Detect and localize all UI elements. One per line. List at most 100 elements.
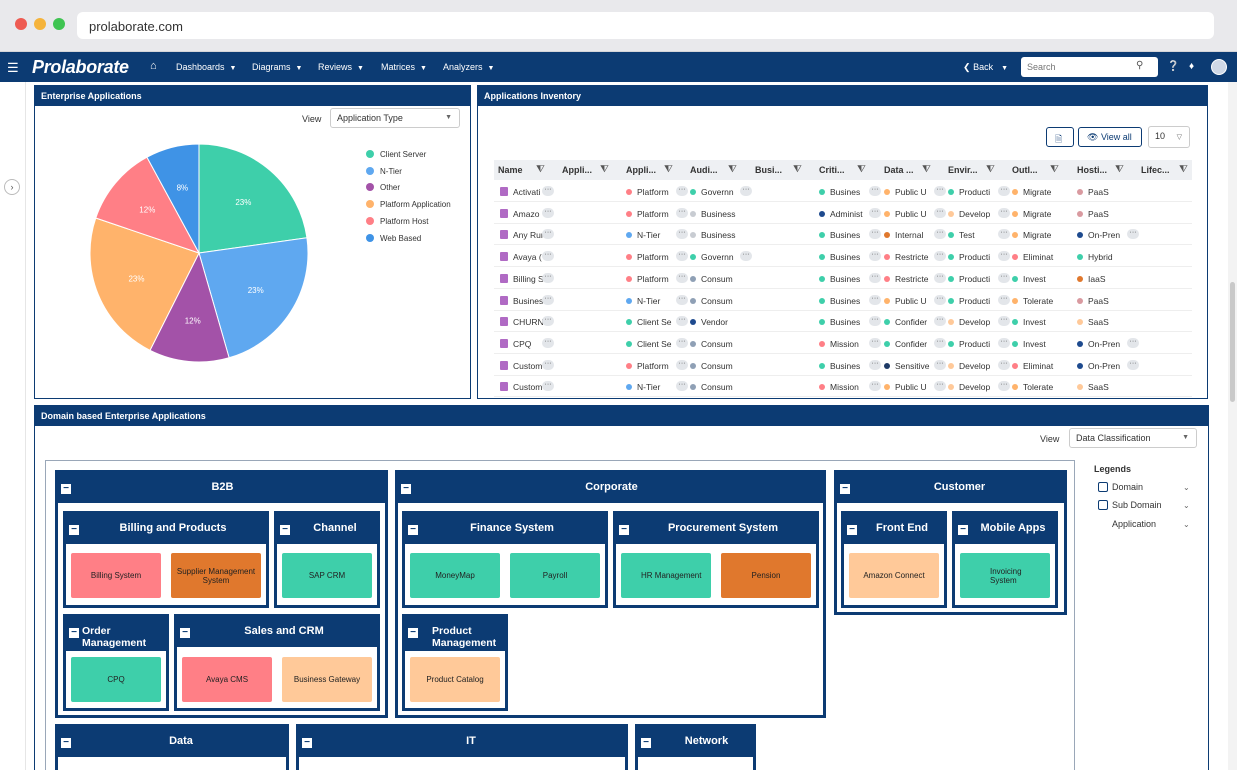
collapse-icon[interactable]: − xyxy=(958,525,968,535)
app-name-cell[interactable]: Busines xyxy=(500,295,544,306)
more-icon[interactable]: ··· xyxy=(676,186,688,196)
filter-icon[interactable]: ⧨ xyxy=(857,164,866,175)
more-icon[interactable]: ··· xyxy=(869,381,881,392)
column-header[interactable]: Appli... xyxy=(626,165,656,175)
more-icon[interactable]: ··· xyxy=(542,207,554,218)
table-row[interactable]: Activati ··· Platform ··· Governn ··· Busines ·… xyxy=(494,181,1192,202)
more-icon[interactable]: ··· xyxy=(542,294,554,305)
filter-icon[interactable]: ⧨ xyxy=(922,164,931,175)
filter-icon[interactable]: ⧨ xyxy=(728,164,737,175)
more-icon[interactable]: ··· xyxy=(998,337,1010,348)
collapse-icon[interactable]: − xyxy=(69,628,79,638)
app-logo[interactable]: Prolaborate xyxy=(32,57,129,77)
legend-item[interactable]: Other xyxy=(366,183,400,192)
legend-item[interactable]: Platform Application xyxy=(366,200,451,209)
collapse-icon[interactable]: − xyxy=(840,484,850,494)
more-icon[interactable]: ··· xyxy=(542,316,554,327)
avatar[interactable] xyxy=(1211,59,1227,75)
filter-icon[interactable]: ⧨ xyxy=(1115,164,1124,175)
search-input[interactable] xyxy=(1021,57,1158,77)
more-icon[interactable]: ··· xyxy=(676,316,688,327)
hamburger-menu-icon[interactable]: ☰ xyxy=(7,60,19,75)
page-scrollbar[interactable] xyxy=(1228,82,1237,770)
minimize-window-dot[interactable] xyxy=(34,18,46,30)
more-icon[interactable]: ··· xyxy=(934,337,946,348)
legend-item[interactable]: N-Tier xyxy=(366,166,402,176)
chevron-down-icon[interactable]: ⌄ xyxy=(1183,501,1190,510)
filter-icon[interactable]: ⧨ xyxy=(793,164,802,175)
collapse-icon[interactable]: − xyxy=(61,738,71,748)
more-icon[interactable]: ··· xyxy=(740,186,752,196)
more-icon[interactable]: ··· xyxy=(676,207,688,218)
more-icon[interactable]: ··· xyxy=(676,272,688,283)
column-header[interactable]: Criti... xyxy=(819,165,845,175)
more-icon[interactable]: ··· xyxy=(869,316,881,327)
table-row[interactable]: Busines ··· N-Tier ··· Consum Busines ··· Publi… xyxy=(494,290,1192,311)
app-amazon-connect[interactable]: Amazon Connect xyxy=(849,553,939,598)
more-icon[interactable]: ··· xyxy=(676,229,688,240)
help-icon[interactable]: ❔ xyxy=(1167,61,1180,72)
column-header[interactable]: Lifec... xyxy=(1141,165,1170,175)
more-icon[interactable]: ··· xyxy=(998,272,1010,283)
more-icon[interactable]: ··· xyxy=(934,359,946,370)
app-billing-system[interactable]: Billing System xyxy=(71,553,161,598)
more-icon[interactable]: ··· xyxy=(934,272,946,283)
more-icon[interactable]: ··· xyxy=(934,207,946,218)
pie-slice[interactable] xyxy=(146,143,200,254)
table-row[interactable]: Any Run ··· N-Tier ··· Business Busines ··· Int… xyxy=(494,224,1192,246)
app-cpq[interactable]: CPQ xyxy=(71,657,161,702)
more-icon[interactable]: ··· xyxy=(1127,359,1139,370)
table-row[interactable]: CHURN ··· Client Se ··· Vendor Busines ··· Conf… xyxy=(494,311,1192,333)
app-avaya-cms[interactable]: Avaya CMS xyxy=(182,657,272,702)
legend-domain-checkbox[interactable] xyxy=(1098,482,1108,492)
more-icon[interactable]: ··· xyxy=(869,294,881,305)
legend-item[interactable]: Client Server xyxy=(366,150,426,159)
column-header[interactable]: Audi... xyxy=(690,165,718,175)
back-button[interactable]: ❮ Back ▼ xyxy=(963,62,1009,72)
data-classification-select[interactable]: Data Classification ▼ xyxy=(1069,428,1197,448)
app-name-cell[interactable]: Amazo xyxy=(500,208,544,219)
filter-icon[interactable]: ⧨ xyxy=(1050,164,1059,175)
more-icon[interactable]: ··· xyxy=(542,337,554,348)
more-icon[interactable]: ··· xyxy=(542,272,554,283)
collapse-icon[interactable]: − xyxy=(280,525,290,535)
scrollbar-thumb[interactable] xyxy=(1230,282,1235,402)
table-row[interactable]: Custom ··· Platform ··· Consum Busines ··· Sens… xyxy=(494,355,1192,376)
filter-icon[interactable]: ⧨ xyxy=(664,164,673,175)
more-icon[interactable]: ··· xyxy=(934,316,946,327)
column-header[interactable]: Name xyxy=(498,165,523,175)
legend-item[interactable]: Web Based xyxy=(366,233,421,243)
app-supplier-management-system[interactable]: Supplier Management System xyxy=(171,553,261,598)
app-payroll[interactable]: Payroll xyxy=(510,553,600,598)
more-icon[interactable]: ··· xyxy=(998,294,1010,305)
collapse-icon[interactable]: − xyxy=(180,628,190,638)
filter-icon[interactable]: ⧨ xyxy=(986,164,995,175)
pie-slice[interactable] xyxy=(198,143,308,254)
app-pension[interactable]: Pension xyxy=(721,553,811,598)
more-icon[interactable]: ··· xyxy=(869,186,881,196)
domain-network[interactable]: − Network xyxy=(635,724,756,770)
more-icon[interactable]: ··· xyxy=(869,337,881,348)
pie-slice[interactable] xyxy=(198,237,309,359)
more-icon[interactable]: ··· xyxy=(998,186,1010,196)
more-icon[interactable]: ··· xyxy=(542,359,554,370)
app-hr-management[interactable]: HR Management xyxy=(621,553,711,598)
notification-bell-icon[interactable]: ♦ xyxy=(1189,61,1195,72)
collapse-icon[interactable]: − xyxy=(302,738,312,748)
close-window-dot[interactable] xyxy=(15,18,27,30)
nav-menu-diagrams[interactable]: Diagrams ▼ xyxy=(252,62,303,72)
maximize-window-dot[interactable] xyxy=(53,18,65,30)
column-header[interactable]: Envir... xyxy=(948,165,978,175)
home-icon[interactable]: ⌂ xyxy=(150,60,157,72)
more-icon[interactable]: ··· xyxy=(676,359,688,370)
column-header[interactable]: Hosti... xyxy=(1077,165,1108,175)
app-name-cell[interactable]: Activati xyxy=(500,187,544,197)
more-icon[interactable]: ··· xyxy=(676,294,688,305)
more-icon[interactable]: ··· xyxy=(998,229,1010,240)
more-icon[interactable]: ··· xyxy=(934,186,946,196)
app-sap-crm[interactable]: SAP CRM xyxy=(282,553,372,598)
more-icon[interactable]: ··· xyxy=(542,229,554,240)
export-button[interactable]: 🗎 xyxy=(1046,127,1074,147)
more-icon[interactable]: ··· xyxy=(998,359,1010,370)
more-icon[interactable]: ··· xyxy=(676,381,688,392)
